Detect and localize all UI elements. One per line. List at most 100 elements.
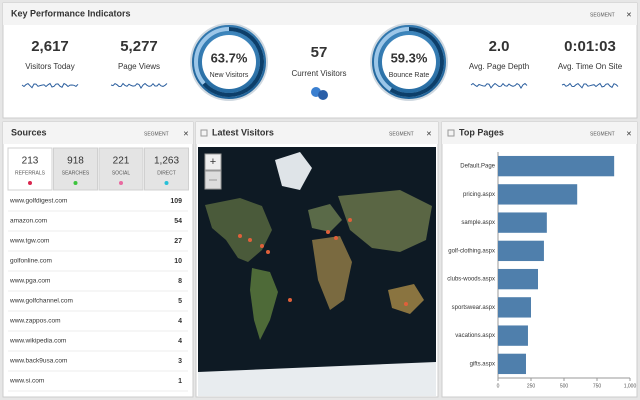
tab-label: DIRECT [157,170,176,176]
map-land [250,268,278,340]
tab-value: 918 [67,156,84,167]
metric-label: Page Views [118,62,160,71]
bar[interactable] [498,240,544,262]
visitor-marker[interactable] [248,238,252,242]
source-site[interactable]: www.pga.com [9,278,50,285]
panel-icon [447,129,455,137]
tab-dot [28,181,32,185]
source-site[interactable]: amazon.com [10,218,47,225]
map-land [198,362,436,396]
visitor-marker[interactable] [260,244,264,248]
map-land [205,198,272,262]
panel-icon [200,129,208,137]
map-land [388,284,424,314]
source-site[interactable]: www.golfdigest.com [9,198,67,205]
segment-button[interactable]: SEGMENT [590,12,615,18]
map-land [308,204,342,232]
visitor-marker[interactable] [404,302,408,306]
source-count: 3 [178,358,182,365]
segment-button[interactable]: SEGMENT [389,131,414,137]
y-tick-label: golf-clothing.aspx [448,248,495,254]
metric-label: Visitors Today [25,62,75,71]
source-count: 4 [178,318,182,325]
gauge-arc [389,27,445,97]
world-map[interactable]: + [198,147,436,396]
tab-value: 213 [22,156,39,167]
x-tick-label: 0 [497,383,500,389]
bar[interactable] [498,184,578,205]
metric-value: 0:01:03 [564,38,616,55]
y-tick-label: sportswear.aspx [452,305,495,311]
zoom-in-icon: + [210,156,216,168]
close-icon[interactable]: ✕ [426,131,432,138]
source-site[interactable]: www.tgw.com [9,238,49,245]
gauge-label: Bounce Rate [389,72,430,79]
bar[interactable] [498,297,531,318]
zoom-in-button[interactable] [204,153,222,171]
metric-value: 2.0 [489,38,510,55]
sparkline [561,82,619,89]
bar[interactable] [498,325,528,346]
gauge-value: 63.7% [211,50,248,65]
bar[interactable] [498,353,526,375]
sparkline [470,82,528,89]
metric-value: 5,277 [120,38,158,55]
y-tick-label: Default.Page [460,164,495,170]
source-count: 10 [174,258,182,265]
close-icon[interactable]: ✕ [626,12,632,19]
map-land [338,190,432,252]
source-site[interactable]: www.golfchannel.com [9,298,73,305]
segment-button[interactable]: SEGMENT [590,131,615,137]
source-count: 8 [178,278,182,285]
kpi-header [3,3,637,25]
visitor-marker[interactable] [288,298,292,302]
y-tick-label: sample.aspx [461,220,495,226]
visitor-marker[interactable] [238,234,242,238]
sources-content: 213 REFERRALS 918 SEARCHES 221 SOCIAL 1,263 DIR… [7,147,189,392]
tab-dot [164,181,169,185]
kpi-title: Key Performance Indicators [11,8,131,18]
source-count: 5 [178,298,182,305]
metric-label: Avg. Time On Site [558,62,623,71]
source-count: 27 [174,238,182,245]
tab-dot [73,181,78,185]
y-tick-label: vacations.aspx [455,333,495,339]
top-pages-title: Top Pages [459,127,504,137]
source-count: 1 [178,378,182,385]
bar[interactable] [498,155,615,177]
source-site[interactable]: www.si.com [9,378,44,385]
sparkline [110,82,168,89]
visitor-marker[interactable] [266,250,270,254]
visitors-header [196,122,438,144]
visitor-marker[interactable] [334,236,338,240]
source-count: 109 [170,198,182,205]
source-site[interactable]: golfonline.com [10,258,52,265]
bar[interactable] [498,212,547,233]
gauge-center [202,35,256,89]
visitor-marker[interactable] [326,230,330,234]
map-land [275,152,312,190]
tab-label: SOCIAL [112,170,131,176]
source-site[interactable]: www.back9usa.com [9,358,67,365]
source-count: 54 [174,218,182,225]
sources-title: Sources [11,127,47,137]
tab-value: 1,263 [154,156,179,167]
y-tick-label: gifts.aspx [470,361,495,367]
y-tick-label: clubs-woods.aspx [447,277,495,283]
segment-button[interactable]: SEGMENT [144,131,169,137]
tab-dot [119,181,123,185]
tab-label: REFERRALS [15,170,46,176]
visitors-title: Latest Visitors [212,127,274,137]
close-icon[interactable]: ✕ [183,131,189,138]
source-count: 4 [178,338,182,345]
source-site[interactable]: www.wikipedia.com [9,338,66,345]
x-tick-label: 500 [560,383,569,389]
bar[interactable] [498,268,538,290]
gauge-label: New Visitors [210,72,249,79]
y-tick-label: pricing.aspx [463,192,495,198]
visitor-marker[interactable] [348,218,352,222]
source-site[interactable]: www.zappos.com [9,318,61,325]
gauge-arc [202,27,264,97]
close-icon[interactable]: ✕ [626,131,632,138]
